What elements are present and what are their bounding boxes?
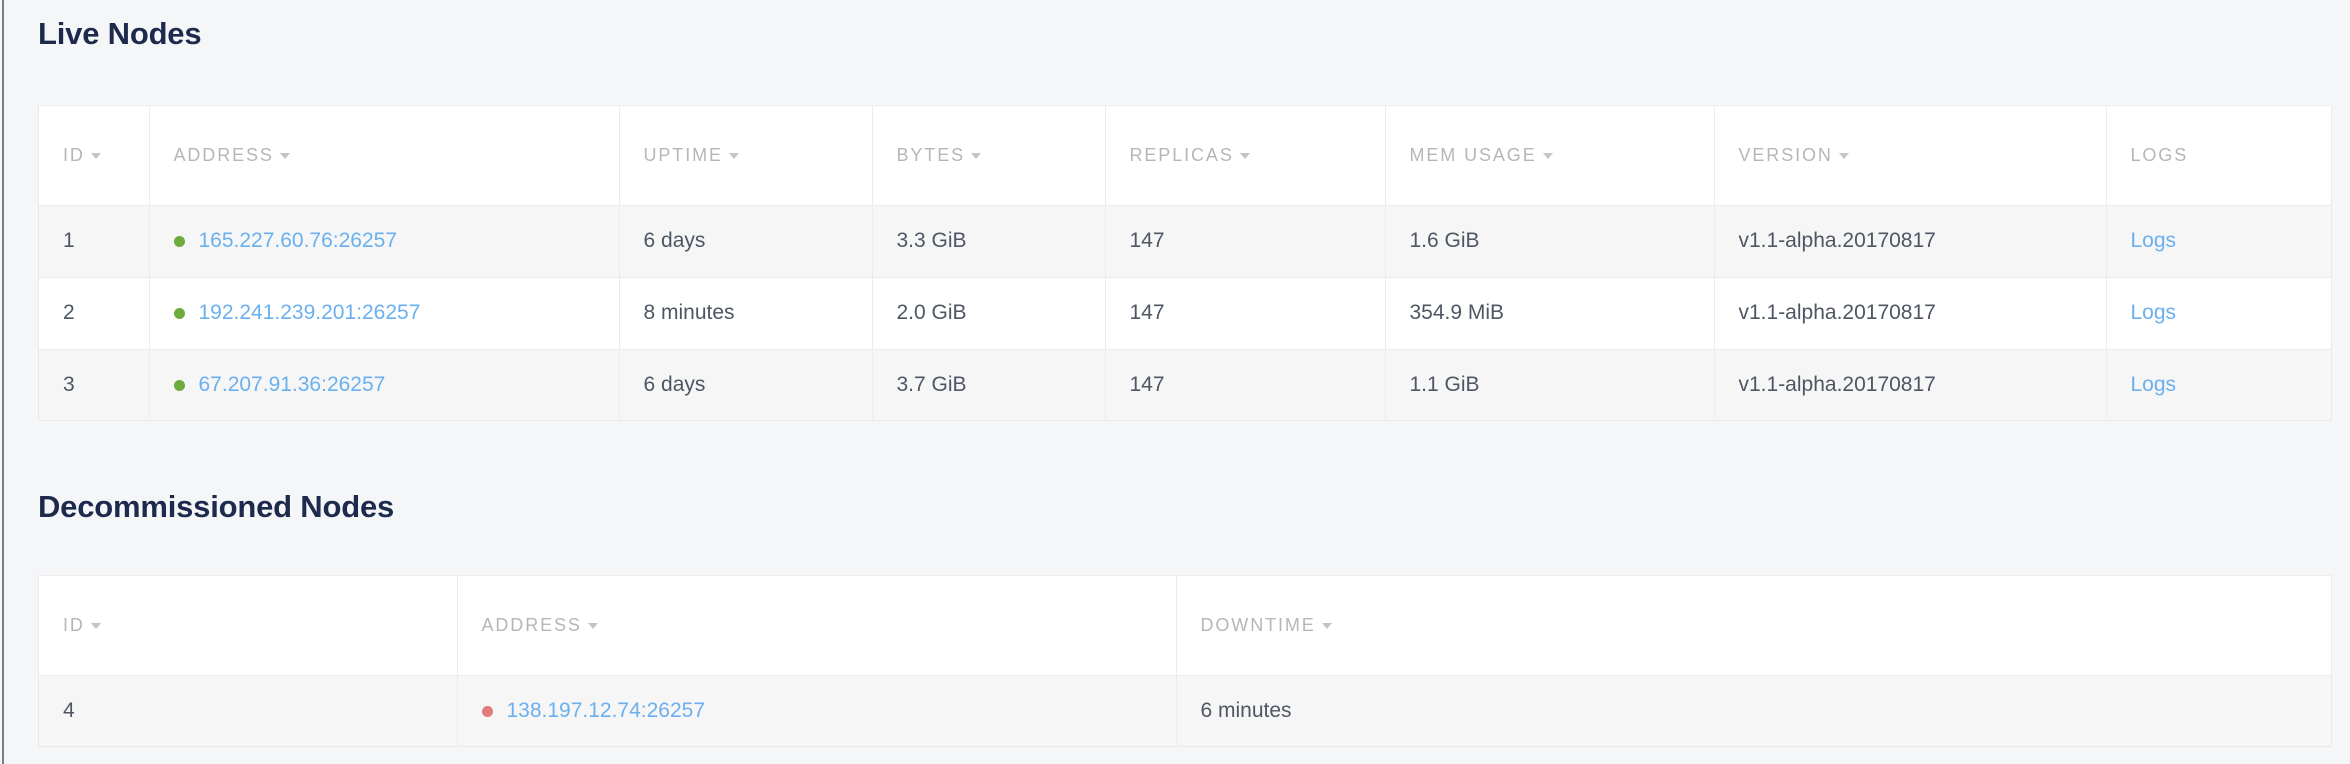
decommissioned-nodes-title-wrap: Decommissioned Nodes bbox=[38, 489, 394, 525]
decommissioned-nodes-table: ID ADDRESS DOWNTIME 4 138.197.12.74:2625… bbox=[39, 576, 2331, 746]
column-header-replicas-label: REPLICAS bbox=[1129, 144, 1234, 165]
table-row[interactable]: 2 192.241.239.201:26257 8 minutes 2.0 Gi… bbox=[39, 277, 2331, 350]
cell-replicas: 147 bbox=[1105, 205, 1386, 278]
cell-id: 3 bbox=[39, 349, 150, 420]
decommissioned-nodes-table-body: 4 138.197.12.74:26257 6 minutes bbox=[39, 675, 2331, 746]
table-row[interactable]: 1 165.227.60.76:26257 6 days 3.3 GiB 147… bbox=[39, 205, 2331, 278]
column-header-address-label: ADDRESS bbox=[481, 614, 582, 635]
sort-caret-icon[interactable] bbox=[90, 152, 101, 159]
column-header-logs-label: LOGS bbox=[2130, 144, 2189, 165]
cell-downtime: 6 minutes bbox=[1176, 675, 2331, 746]
column-header-address-label: ADDRESS bbox=[173, 144, 274, 165]
column-header-bytes-label: BYTES bbox=[896, 144, 966, 165]
decommissioned-nodes-table-container: ID ADDRESS DOWNTIME 4 138.197.12.74:2625… bbox=[38, 575, 2332, 747]
logs-link[interactable]: Logs bbox=[2130, 373, 2177, 397]
sort-caret-icon[interactable] bbox=[1542, 152, 1553, 159]
table-row[interactable]: 4 138.197.12.74:26257 6 minutes bbox=[39, 675, 2331, 746]
cell-bytes: 2.0 GiB bbox=[872, 277, 1106, 350]
status-dot-dead-icon bbox=[481, 705, 493, 717]
cell-version: v1.1-alpha.20170817 bbox=[1714, 205, 2107, 278]
cell-address: 138.197.12.74:26257 bbox=[457, 675, 1177, 746]
sort-caret-icon[interactable] bbox=[1321, 622, 1332, 629]
live-nodes-table: ID ADDRESS UPTIME BYTES REPLICAS MEM USA… bbox=[39, 106, 2331, 420]
node-address-link[interactable]: 67.207.91.36:26257 bbox=[198, 373, 386, 397]
cell-id: 4 bbox=[39, 675, 458, 746]
live-nodes-header-row: ID ADDRESS UPTIME BYTES REPLICAS MEM USA… bbox=[39, 106, 2331, 206]
logs-link[interactable]: Logs bbox=[2130, 229, 2177, 252]
live-nodes-table-head: ID ADDRESS UPTIME BYTES REPLICAS MEM USA… bbox=[39, 106, 2331, 206]
cell-uptime: 6 days bbox=[619, 349, 873, 420]
cell-bytes: 3.3 GiB bbox=[872, 205, 1106, 278]
sort-caret-icon[interactable] bbox=[90, 622, 101, 629]
column-header-downtime[interactable]: DOWNTIME bbox=[1176, 576, 2331, 676]
column-header-version-label: VERSION bbox=[1738, 144, 1833, 165]
column-header-mem-usage-label: MEM USAGE bbox=[1409, 144, 1537, 165]
cell-logs: Logs bbox=[2106, 349, 2331, 420]
cell-replicas: 147 bbox=[1105, 349, 1386, 420]
status-dot-live-icon bbox=[173, 307, 185, 319]
column-header-id[interactable]: ID bbox=[39, 106, 150, 206]
status-dot-live-icon bbox=[173, 235, 185, 247]
cell-address: 192.241.239.201:26257 bbox=[149, 277, 620, 350]
column-header-downtime-label: DOWNTIME bbox=[1200, 614, 1316, 635]
column-header-address[interactable]: ADDRESS bbox=[457, 576, 1177, 676]
column-header-address[interactable]: ADDRESS bbox=[149, 106, 620, 206]
cell-replicas: 147 bbox=[1105, 277, 1386, 350]
column-header-uptime-label: UPTIME bbox=[643, 144, 723, 165]
cell-mem-usage: 1.1 GiB bbox=[1385, 349, 1715, 420]
live-nodes-title: Live Nodes bbox=[38, 16, 202, 51]
column-header-version[interactable]: VERSION bbox=[1714, 106, 2107, 206]
sort-caret-icon[interactable] bbox=[1239, 152, 1250, 159]
sidebar-divider bbox=[2, 0, 4, 764]
node-address-link[interactable]: 192.241.239.201:26257 bbox=[198, 301, 421, 324]
cell-uptime: 6 days bbox=[619, 205, 873, 278]
sort-caret-icon[interactable] bbox=[971, 152, 982, 159]
column-header-id[interactable]: ID bbox=[39, 576, 458, 676]
sort-caret-icon[interactable] bbox=[728, 152, 739, 159]
node-address-link[interactable]: 165.227.60.76:26257 bbox=[198, 229, 398, 252]
column-header-replicas[interactable]: REPLICAS bbox=[1105, 106, 1386, 206]
cell-mem-usage: 354.9 MiB bbox=[1385, 277, 1715, 350]
cell-bytes: 3.7 GiB bbox=[872, 349, 1106, 420]
cell-id: 1 bbox=[39, 205, 150, 278]
cell-logs: Logs bbox=[2106, 205, 2331, 278]
status-dot-live-icon bbox=[173, 379, 185, 391]
node-address-link[interactable]: 138.197.12.74:26257 bbox=[506, 699, 706, 723]
cell-mem-usage: 1.6 GiB bbox=[1385, 205, 1715, 278]
cell-logs: Logs bbox=[2106, 277, 2331, 350]
decommissioned-nodes-header-row: ID ADDRESS DOWNTIME bbox=[39, 576, 2331, 676]
sort-caret-icon[interactable] bbox=[587, 622, 598, 629]
decommissioned-nodes-title: Decommissioned Nodes bbox=[38, 489, 395, 524]
column-header-id-label: ID bbox=[63, 144, 85, 165]
sort-caret-icon[interactable] bbox=[1838, 152, 1849, 159]
live-nodes-title-wrap: Live Nodes bbox=[38, 16, 202, 52]
cell-uptime: 8 minutes bbox=[619, 277, 873, 350]
sort-caret-icon[interactable] bbox=[279, 152, 290, 159]
column-header-bytes[interactable]: BYTES bbox=[872, 106, 1106, 206]
cell-address: 67.207.91.36:26257 bbox=[149, 349, 620, 420]
column-header-id-label: ID bbox=[63, 614, 85, 635]
cell-id: 2 bbox=[39, 277, 150, 350]
logs-link[interactable]: Logs bbox=[2130, 301, 2177, 324]
decommissioned-nodes-table-head: ID ADDRESS DOWNTIME bbox=[39, 576, 2331, 676]
live-nodes-table-body: 1 165.227.60.76:26257 6 days 3.3 GiB 147… bbox=[39, 205, 2331, 420]
column-header-uptime[interactable]: UPTIME bbox=[619, 106, 873, 206]
cell-version: v1.1-alpha.20170817 bbox=[1714, 277, 2107, 350]
column-header-mem-usage[interactable]: MEM USAGE bbox=[1385, 106, 1715, 206]
cell-version: v1.1-alpha.20170817 bbox=[1714, 349, 2107, 420]
cell-address: 165.227.60.76:26257 bbox=[149, 205, 620, 278]
column-header-logs: LOGS bbox=[2106, 106, 2331, 206]
table-row[interactable]: 3 67.207.91.36:26257 6 days 3.7 GiB 147 … bbox=[39, 349, 2331, 420]
live-nodes-table-container: ID ADDRESS UPTIME BYTES REPLICAS MEM USA… bbox=[38, 105, 2332, 421]
